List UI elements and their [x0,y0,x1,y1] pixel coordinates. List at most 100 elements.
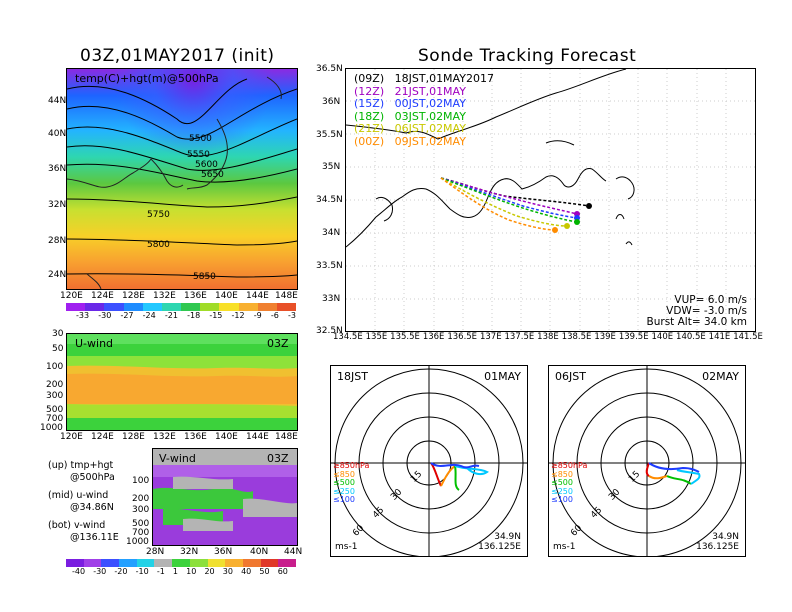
run-legend-0: (09Z) 18JST,01MAY2017 [354,72,494,85]
vwind-panel: V-wind 03Z [152,448,298,546]
wcb-label: 40 [241,567,252,576]
vwind-lat-tick: 44N [284,547,303,557]
wcb-label: -20 [114,567,128,576]
contour-label-5800: 5800 [147,240,170,250]
track-run-18z [440,177,578,223]
land-point [564,223,570,229]
temp-colorbar [66,303,297,311]
wind-colorbar [66,559,296,567]
track-lat-tick: 36N [322,97,341,107]
uwind-lon-tick: 120E [60,432,83,442]
vwind-p-tick: 500 [132,519,150,529]
land-point [574,219,580,225]
run-legend-1: (12Z) 21JST,01MAY [354,84,466,98]
temp-hgt-label: temp(C)+hgt(m)@500hPa [75,72,219,85]
track-lat-tick: 35N [322,162,341,172]
vwind-lat-tick: 32N [180,547,199,557]
hodo-left-unit: ms-1 [335,542,358,552]
vwind-p-tick: 1000 [126,537,149,547]
run-legend-3: (18Z) 03JST,02MAY [354,109,466,123]
top-lon-tick: 124E [91,291,114,301]
cb-label: -6 [270,311,279,320]
track-lat-tick: 32.5N [316,326,343,336]
uwind-field: U-wind 03Z [67,334,297,430]
track-map-svg [346,69,755,331]
legend-up2: @500hPa [70,472,115,483]
hodo-level: ≥850hPa [551,461,588,470]
runs-legend: (09Z) 18JST,01MAY2017 (12Z) 21JST,01MAY … [354,72,494,148]
top-lat-tick: 44N [48,96,67,106]
left-title: 03Z,01MAY2017 (init) [80,46,275,66]
cb-label: -21 [164,311,178,320]
uwind-p-tick: 1000 [40,423,63,433]
wcb-label: 50 [259,567,270,576]
track-lat-tick: 34N [322,228,341,238]
cb-label: -33 [76,311,90,320]
uwind-p-tick: 700 [46,414,64,424]
vwind-lat-tick: 28N [146,547,165,557]
hodo-level: ≤850 [551,469,573,479]
top-lon-tick: 128E [122,291,145,301]
track-lon-tick: 139E [594,332,616,342]
top-lon-tick: 144E [246,291,269,301]
contour-label-5750: 5750 [147,210,170,220]
contour-label-5850: 5850 [193,272,216,282]
track-run-15z [440,177,578,219]
vwind-p-tick: 300 [132,505,150,515]
legend-up: (up) tmp+hgt [48,460,114,471]
hodo-level: ≤250 [551,486,573,496]
track-run-12z [440,177,578,215]
contour-label-5500: 5500 [189,134,212,144]
track-lines [440,177,592,233]
track-lon-tick: 135.5E [390,332,420,342]
panel-legend: (up) tmp+hgt @500hPa (mid) u-wind @34.86… [48,460,119,544]
run-legend-5: (00Z) 09JST,02MAY [354,134,466,148]
track-lat-tick: 33.5N [316,261,343,271]
hodo-left-loc: 34.9N 136.125E [478,532,521,552]
top-lon-tick: 136E [184,291,207,301]
run-legend-2: (15Z) 00JST,02MAY [354,97,466,110]
hodo-level: ≤100 [551,495,573,504]
land-point [552,227,558,233]
track-lon-tick: 138.5E [561,332,592,342]
wcb-label: 10 [186,567,197,576]
track-lon-tick: 134.5E [333,332,363,342]
wcb-label: -10 [135,567,149,576]
hodo-level: ≤100 [333,495,355,504]
uwind-p-tick: 100 [46,362,64,372]
hodo-level: ≤250 [333,486,355,496]
land-point [586,203,592,209]
track-lon-tick: 137.5E [504,332,535,342]
contour-label-5550: 5550 [187,150,210,160]
hodo-level: ≤850 [333,469,355,479]
top-lon-tick: 148E [275,291,298,301]
uwind-lon-tick: 140E [215,432,238,442]
vwind-p-tick: 200 [132,494,150,504]
vwind-time: 03Z [267,452,289,465]
track-run-00z [440,177,556,231]
hodo-left-time: 18JST [337,370,368,383]
hodograph-left-svg [331,366,527,556]
track-lon-tick: 137E [479,332,502,342]
cb-label: -30 [98,311,112,320]
vwind-p-tick: 100 [132,476,150,486]
uwind-lon-tick: 144E [246,432,269,442]
wcb-label: 20 [204,567,215,576]
wind-colorbar-labels: -40 -30 -20 -10 -1 1 10 20 30 40 50 60 [72,567,288,576]
temp-hgt-map: temp(C)+hgt(m)@500hPa 5500 5550 5600 565… [66,68,298,290]
vwind-field: V-wind 03Z [153,449,297,545]
hodo-right-unit: ms-1 [553,542,576,552]
legend-mid: (mid) u-wind [48,490,109,501]
hodograph-right: 06JST 02MAY ≥850hPa ≤850 ≤500 ≤250 ≤100 … [548,365,746,557]
uwind-p-tick: 50 [52,344,64,354]
cb-label: -15 [209,311,223,320]
wcb-label: -1 [156,567,165,576]
legend-bot: (bot) v-wind [48,520,106,531]
uwind-p-tick: 200 [46,380,64,390]
track-lon-tick: 136.5E [447,332,478,342]
legend-bot2: @136.11E [70,532,119,543]
cb-label: -12 [231,311,245,320]
cb-label: -3 [288,311,296,320]
uwind-lon-tick: 124E [91,432,114,442]
uwind-p-tick: 30 [52,329,64,339]
